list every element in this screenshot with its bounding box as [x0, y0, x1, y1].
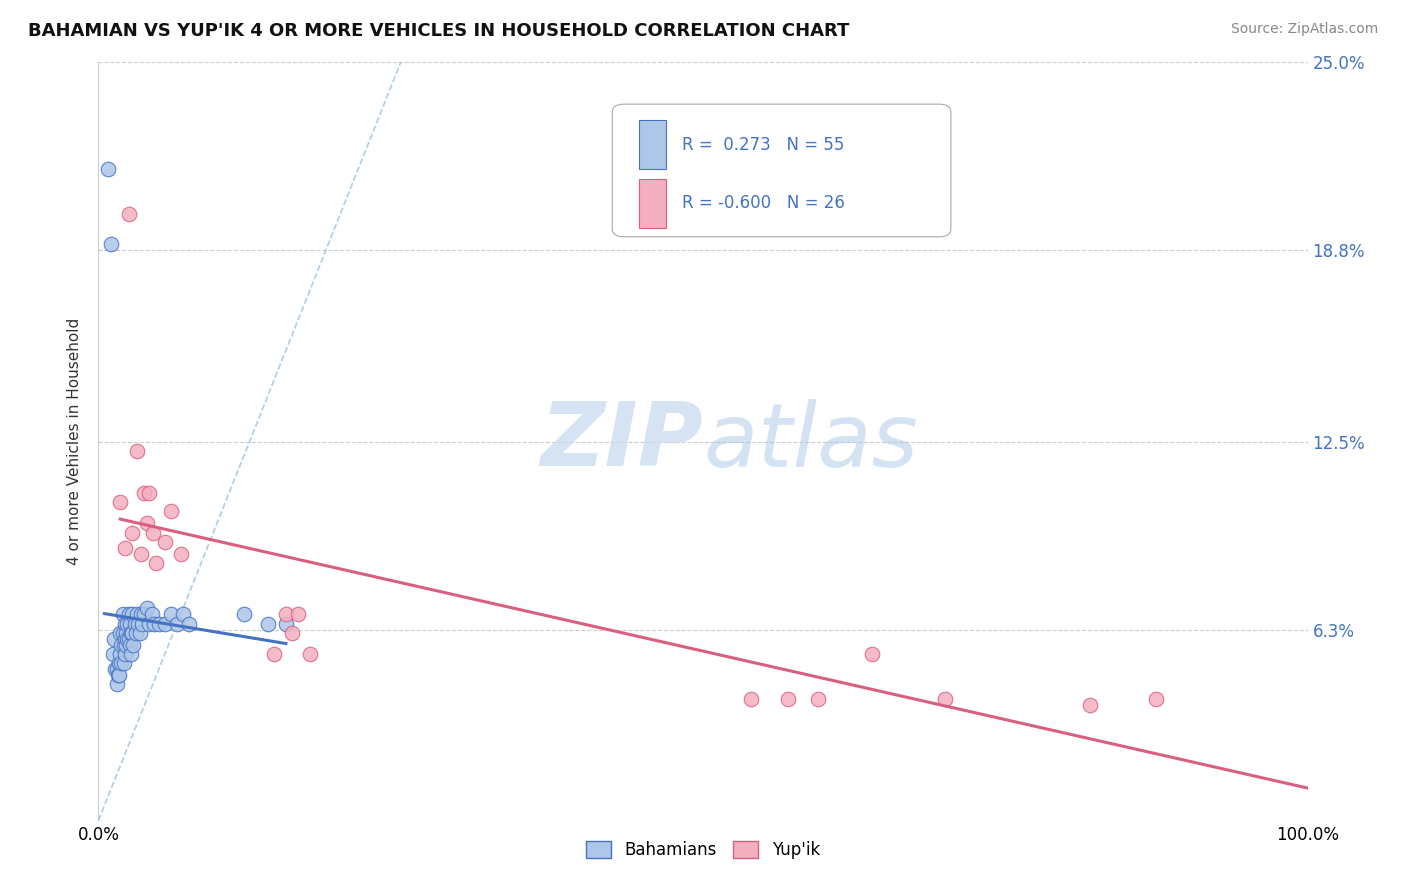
FancyBboxPatch shape: [613, 104, 950, 236]
Point: [172, 607, 194, 622]
Point: [110, 638, 132, 652]
Point: [122, 638, 145, 652]
Point: [118, 207, 141, 221]
Point: [169, 547, 191, 561]
FancyBboxPatch shape: [638, 120, 665, 169]
Point: [256, 616, 278, 631]
Point: [148, 616, 170, 631]
Point: [129, 547, 152, 561]
Point: [105, 677, 128, 691]
Point: [153, 616, 176, 631]
Text: R =  0.273   N = 55: R = 0.273 N = 55: [682, 136, 845, 153]
Point: [232, 607, 254, 622]
Point: [138, 616, 160, 631]
Point: [776, 692, 799, 706]
Point: [120, 625, 142, 640]
Point: [121, 607, 143, 622]
Point: [121, 625, 143, 640]
Point: [934, 692, 956, 706]
Point: [134, 607, 156, 622]
Point: [179, 616, 201, 631]
Text: R = -0.600   N = 26: R = -0.600 N = 26: [682, 194, 845, 212]
Point: [108, 495, 131, 509]
Point: [117, 616, 139, 631]
Point: [299, 647, 322, 661]
Point: [117, 632, 139, 646]
Point: [118, 616, 141, 631]
Point: [107, 668, 129, 682]
Point: [274, 607, 297, 622]
Point: [125, 625, 148, 640]
Point: [108, 647, 131, 661]
Point: [118, 638, 141, 652]
Point: [105, 662, 128, 676]
Point: [127, 607, 149, 622]
Point: [131, 616, 153, 631]
Point: [141, 607, 163, 622]
Point: [108, 656, 131, 670]
Point: [115, 638, 138, 652]
Point: [287, 607, 309, 622]
Text: ZIP: ZIP: [540, 398, 703, 485]
Point: [129, 607, 152, 622]
Point: [142, 525, 165, 540]
Point: [114, 616, 136, 631]
Point: [114, 541, 136, 555]
Point: [97, 161, 120, 176]
Point: [281, 625, 304, 640]
Point: [860, 647, 883, 661]
Point: [112, 638, 135, 652]
Point: [153, 534, 176, 549]
Point: [121, 525, 143, 540]
Point: [807, 692, 830, 706]
Point: [124, 616, 146, 631]
Point: [111, 607, 134, 622]
Point: [108, 625, 131, 640]
Point: [118, 607, 141, 622]
Y-axis label: 4 or more Vehicles in Household: 4 or more Vehicles in Household: [67, 318, 83, 566]
Text: Source: ZipAtlas.com: Source: ZipAtlas.com: [1230, 22, 1378, 37]
Point: [160, 607, 183, 622]
Point: [120, 647, 142, 661]
Point: [112, 656, 135, 670]
Point: [127, 616, 149, 631]
Point: [128, 625, 150, 640]
Point: [740, 692, 762, 706]
Text: BAHAMIAN VS YUP'IK 4 OR MORE VEHICLES IN HOUSEHOLD CORRELATION CHART: BAHAMIAN VS YUP'IK 4 OR MORE VEHICLES IN…: [28, 22, 849, 40]
Point: [114, 647, 136, 661]
Point: [166, 616, 188, 631]
Point: [115, 625, 138, 640]
Point: [145, 556, 167, 570]
Point: [111, 625, 134, 640]
Point: [274, 616, 297, 631]
Point: [135, 601, 157, 615]
Point: [1146, 692, 1168, 706]
Point: [1078, 698, 1101, 713]
Point: [101, 647, 124, 661]
Point: [104, 662, 127, 676]
Point: [110, 656, 132, 670]
Point: [138, 486, 160, 500]
Point: [103, 632, 125, 646]
Point: [118, 632, 141, 646]
Point: [263, 647, 285, 661]
Point: [108, 668, 131, 682]
Point: [114, 632, 136, 646]
Point: [135, 516, 157, 531]
Point: [160, 504, 183, 518]
Point: [134, 486, 156, 500]
Point: [100, 237, 122, 252]
Text: atlas: atlas: [703, 399, 918, 484]
Point: [143, 616, 166, 631]
FancyBboxPatch shape: [638, 178, 665, 228]
Point: [127, 443, 149, 458]
Legend: Bahamians, Yup'ik: Bahamians, Yup'ik: [579, 834, 827, 865]
